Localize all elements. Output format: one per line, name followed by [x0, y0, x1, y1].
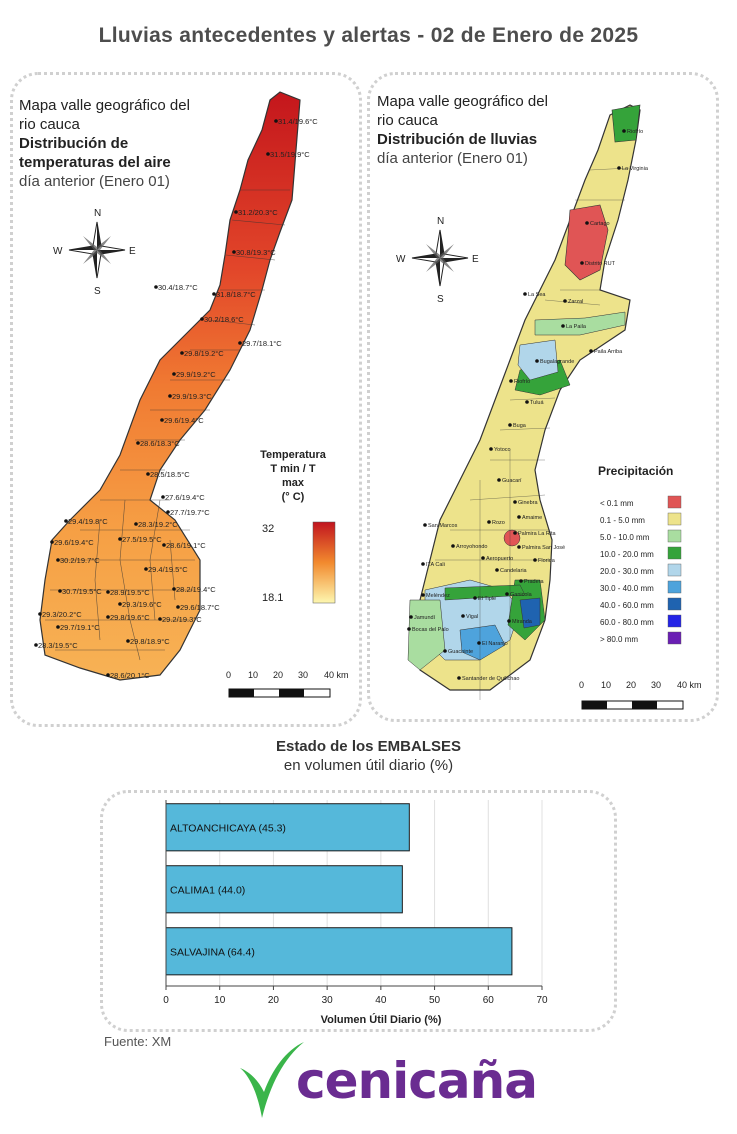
- temperature-map-panel: [10, 72, 362, 727]
- station-point: [56, 558, 60, 562]
- station-point: [126, 639, 130, 643]
- station-point: [238, 341, 242, 345]
- station-label: 28.2/19.4°C: [176, 585, 216, 594]
- station-point: [58, 589, 62, 593]
- temperature-map-title: Mapa valle geográfico del rio cauca Dist…: [19, 97, 190, 190]
- station-point: [266, 152, 270, 156]
- station-label: 31.4/19.6°C: [278, 117, 318, 126]
- station-label: 28.9/19.5°C: [110, 588, 150, 597]
- station-label: 29.6/18.7°C: [180, 603, 220, 612]
- temperature-scale-bar: 0 10 20 30 40 km: [226, 670, 349, 698]
- station-point: [158, 617, 162, 621]
- station-point: [134, 522, 138, 526]
- station-label: 29.8/19.6°C: [110, 613, 150, 622]
- svg-text:S: S: [94, 286, 101, 297]
- page-title: Lluvias antecedentes y alertas - 02 de E…: [98, 24, 639, 47]
- station-label: 30.8/19.3°C: [236, 248, 276, 257]
- station-label: 29.7/18.1°C: [242, 339, 282, 348]
- station-point: [200, 317, 204, 321]
- station-label: 28.6/18.3°C: [140, 439, 180, 448]
- temperature-legend-colorbar: [312, 521, 336, 604]
- station-point: [136, 441, 140, 445]
- station-point: [106, 615, 110, 619]
- station-label: 29.6/19.4°C: [164, 416, 204, 425]
- station-point: [176, 605, 180, 609]
- station-label: 29.2/19.3°C: [162, 615, 202, 624]
- station-label: 30.7/19.5°C: [62, 587, 102, 596]
- station-point: [172, 587, 176, 591]
- rainfall-legend-title: Precipitación: [598, 464, 674, 478]
- compass-rose-icon: N S W E: [53, 208, 136, 297]
- station-label: 29.8/19.2°C: [184, 349, 224, 358]
- station-label: 28.3/19.2°C: [138, 520, 178, 529]
- station-point: [38, 612, 42, 616]
- reservoirs-title: Estado de los EMBALSES en volumen útil d…: [275, 738, 462, 774]
- station-point: [64, 519, 68, 523]
- station-label: 29.4/19.5°C: [148, 565, 188, 574]
- svg-text:40 km: 40 km: [324, 670, 349, 680]
- station-point: [118, 537, 122, 541]
- station-point: [180, 351, 184, 355]
- station-label: 28.6/20.1°C: [110, 671, 150, 680]
- station-point: [274, 119, 278, 123]
- station-point: [56, 625, 60, 629]
- station-point: [166, 510, 170, 514]
- cenicana-logo-text: cenicaña: [296, 1052, 538, 1110]
- station-label: 28.5/18.5°C: [150, 470, 190, 479]
- station-point: [232, 250, 236, 254]
- station-point: [118, 602, 122, 606]
- temperature-legend-min: 18.1: [262, 592, 283, 604]
- temperature-legend-title: Temperatura T min / T max (° C): [260, 449, 326, 503]
- station-label: 30.2/18.6°C: [204, 315, 244, 324]
- station-label: 27.5/19.5°C: [122, 535, 162, 544]
- station-point: [162, 543, 166, 547]
- station-label: 29.3/19.6°C: [122, 600, 162, 609]
- station-label: 27.6/19.4°C: [165, 493, 205, 502]
- station-label: 29.9/19.3°C: [172, 392, 212, 401]
- station-label: 31.8/18.7°C: [216, 290, 256, 299]
- station-point: [106, 590, 110, 594]
- station-point: [34, 643, 38, 647]
- svg-text:W: W: [53, 246, 63, 257]
- station-label: 30.4/18.7°C: [158, 283, 198, 292]
- station-label: 31.5/19.9°C: [270, 150, 310, 159]
- station-point: [234, 210, 238, 214]
- svg-text:0: 0: [226, 670, 231, 680]
- svg-text:20: 20: [273, 670, 283, 680]
- station-label: 29.6/19.4°C: [54, 538, 94, 547]
- station-label: 31.2/20.3°C: [238, 208, 278, 217]
- svg-text:E: E: [129, 246, 136, 257]
- station-label: 28.3/19.5°C: [38, 641, 78, 650]
- station-label: 29.4/19.8°C: [68, 517, 108, 526]
- station-point: [172, 372, 176, 376]
- station-label: 27.7/19.7°C: [170, 508, 210, 517]
- temperature-map-shape: [39, 91, 301, 681]
- temperature-legend-max: 32: [262, 523, 274, 535]
- station-point: [212, 292, 216, 296]
- station-label: 29.9/19.2°C: [176, 370, 216, 379]
- station-point: [50, 540, 54, 544]
- station-point: [160, 418, 164, 422]
- station-point: [146, 472, 150, 476]
- svg-text:N: N: [94, 208, 101, 219]
- station-point: [154, 285, 158, 289]
- cenicana-logo-icon: [240, 1042, 304, 1118]
- station-point: [168, 394, 172, 398]
- station-point: [144, 567, 148, 571]
- source-label: Fuente: XM: [104, 1034, 172, 1049]
- station-label: 29.3/20.2°C: [42, 610, 82, 619]
- rainfall-map-panel: [367, 72, 719, 722]
- rainfall-map-title: Mapa valle geográfico del rio cauca Dist…: [377, 93, 548, 167]
- station-label: 29.7/19.1°C: [60, 623, 100, 632]
- station-point: [161, 495, 165, 499]
- reservoirs-chart-panel: [100, 790, 617, 1032]
- station-label: 28.6/19.1°C: [166, 541, 206, 550]
- svg-text:30: 30: [298, 670, 308, 680]
- station-point: [106, 673, 110, 677]
- station-label: 30.2/19.7°C: [60, 556, 100, 565]
- svg-text:10: 10: [248, 670, 258, 680]
- station-label: 29.8/18.9°C: [130, 637, 170, 646]
